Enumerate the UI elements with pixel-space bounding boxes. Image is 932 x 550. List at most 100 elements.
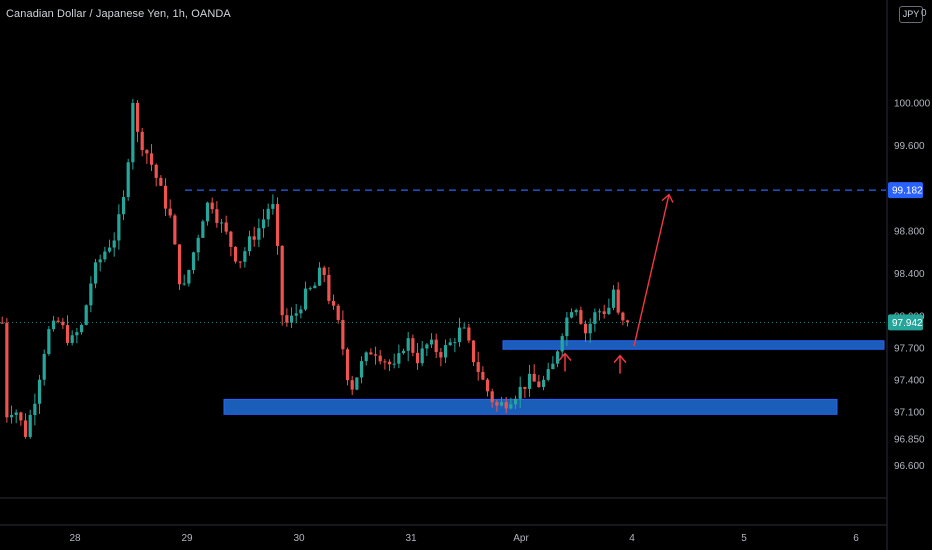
candle-body — [61, 321, 65, 326]
candle-body — [551, 363, 555, 370]
candle-body — [593, 312, 597, 324]
candle-body — [509, 404, 513, 409]
candle-body — [117, 214, 121, 241]
candle-body — [65, 325, 70, 343]
y-axis-tick-label: 99.600 — [894, 141, 925, 152]
projection-arrow-line — [633, 194, 670, 347]
candle-body — [485, 379, 490, 392]
candle-body — [331, 300, 336, 306]
candle-body — [341, 319, 345, 350]
candle-body — [583, 323, 588, 334]
candle-body — [415, 352, 420, 364]
candle-body — [383, 361, 387, 363]
candle-body — [261, 219, 266, 229]
y-axis-tick-label: 98.400 — [894, 269, 925, 280]
candle-body — [103, 251, 107, 260]
candle-body — [597, 311, 602, 313]
candle-body — [14, 412, 18, 415]
candle-body — [527, 373, 532, 389]
candle-body — [448, 342, 452, 346]
candle-body — [406, 338, 410, 351]
candle-body — [294, 313, 298, 316]
candle-body — [280, 245, 284, 316]
candle-body — [299, 309, 303, 314]
candle-body — [154, 164, 158, 178]
y-axis-tick-label: 96.600 — [894, 461, 925, 472]
candle-body — [252, 236, 256, 240]
candle-body — [19, 412, 23, 421]
candle-body — [607, 307, 611, 314]
candle-body — [532, 373, 536, 382]
candle-body — [569, 312, 574, 318]
x-axis-tick-label: 30 — [293, 533, 305, 544]
currency-badge[interactable]: JPY — [899, 6, 923, 23]
candle-body — [373, 354, 378, 356]
candle-body — [546, 369, 550, 380]
up-arrow-annotation — [558, 352, 572, 372]
candle-body — [275, 204, 280, 246]
candle-body — [429, 339, 434, 345]
x-axis-tick-label: 28 — [69, 533, 81, 544]
candle-body — [397, 353, 401, 364]
candle-body — [345, 349, 350, 381]
candle-body — [42, 353, 46, 380]
candle-body — [196, 237, 200, 253]
candle-body — [224, 222, 228, 232]
candle-body — [70, 335, 74, 343]
candle-body — [616, 289, 620, 313]
x-axis-tick-label: 29 — [181, 533, 193, 544]
chart-title: Canadian Dollar / Japanese Yen, 1h, OAND… — [6, 8, 231, 20]
candle-body — [425, 344, 429, 349]
candle-body — [579, 310, 583, 324]
candle-body — [327, 274, 331, 301]
candle-body — [177, 244, 182, 285]
x-axis-tick-label: 5 — [741, 533, 747, 544]
candle-body — [5, 322, 9, 418]
candle-body — [392, 363, 396, 365]
projection-arrow-head — [661, 193, 674, 203]
candle-body — [285, 315, 289, 323]
candle-body — [0, 322, 4, 324]
support-zone — [223, 398, 838, 415]
candle-body — [313, 285, 317, 289]
candle-body — [499, 402, 504, 406]
candle-body — [439, 352, 443, 358]
candle-body — [481, 371, 485, 380]
candle-body — [210, 202, 214, 210]
last-price-badge — [888, 314, 923, 331]
candle-body — [28, 414, 32, 437]
support-zone — [502, 340, 885, 350]
candles — [0, 98, 630, 439]
candle-body — [560, 336, 564, 352]
candle-body — [336, 305, 340, 320]
candle-body — [387, 361, 392, 365]
candle-body — [75, 332, 79, 336]
candle-body — [359, 361, 364, 378]
candle-body — [247, 236, 252, 252]
candle-body — [401, 350, 406, 354]
y-axis-tick-label: 98.800 — [894, 226, 925, 237]
candle-body — [93, 262, 98, 284]
candle-body — [33, 403, 37, 415]
candle-body — [523, 386, 527, 389]
candle-body — [289, 315, 294, 323]
candle-body — [233, 246, 238, 262]
candle-body — [149, 153, 154, 165]
candle-body — [476, 362, 480, 372]
level-price-badge — [888, 182, 923, 199]
candle-body — [219, 222, 224, 224]
x-axis-tick-label: 31 — [405, 533, 417, 544]
candle-body — [9, 414, 14, 418]
candle-body — [462, 327, 466, 329]
candle-body — [467, 327, 471, 341]
candle-body — [602, 311, 606, 314]
y-axis-tick-label: 97.700 — [894, 344, 925, 355]
candle-body — [490, 391, 494, 403]
candle-body — [135, 102, 140, 132]
candle-body — [107, 247, 112, 252]
y-axis-tick-label: 97.400 — [894, 376, 925, 387]
candle-body — [495, 402, 499, 406]
candle-body — [121, 197, 126, 215]
candle-body — [201, 221, 205, 238]
candle-body — [112, 240, 116, 248]
